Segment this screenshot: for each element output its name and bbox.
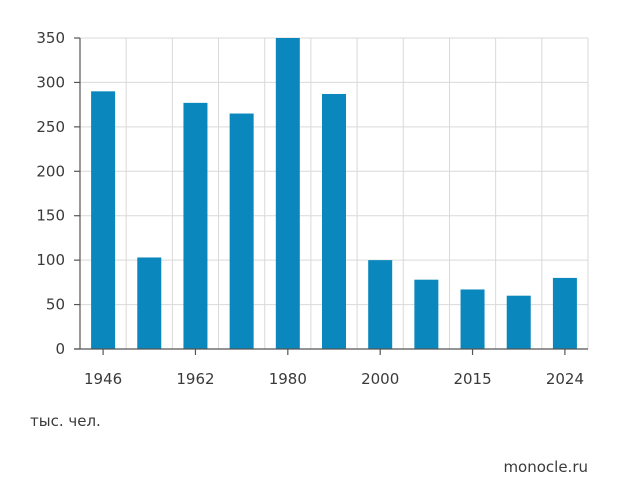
y-tick-label: 200 [36, 162, 65, 180]
x-tick-label: 1962 [176, 370, 214, 388]
bar-1980 [275, 38, 300, 349]
bar-2020 [506, 295, 531, 349]
y-tick-label: 300 [36, 73, 65, 91]
x-tick-label: 2024 [546, 370, 584, 388]
x-axis-tick-labels: 1946 1962 1980 2000 2015 2024 [84, 370, 584, 388]
y-tick-label: 150 [36, 207, 65, 225]
x-tick-label: 2000 [361, 370, 399, 388]
bar-1990 [322, 93, 346, 349]
bar-2000 [368, 260, 393, 349]
source-label: monocle.ru [503, 458, 588, 476]
chart-axes [74, 37, 588, 355]
y-tick-label: 350 [36, 29, 65, 47]
x-tick-label: 1946 [84, 370, 122, 388]
bar-2008 [414, 279, 439, 349]
x-tick-label: 1980 [269, 370, 307, 388]
bar-1970 [229, 113, 254, 350]
bar-2024 [552, 277, 577, 349]
x-tick-label: 2015 [453, 370, 491, 388]
bar-1954 [137, 257, 162, 349]
y-tick-label: 250 [36, 118, 65, 136]
bar-1946 [91, 91, 116, 350]
y-tick-label: 50 [46, 296, 65, 314]
chart-bars [91, 38, 577, 350]
unit-label: тыс. чел. [30, 412, 101, 430]
y-axis-tick-labels: 0 50 100 150 200 250 300 350 [36, 29, 65, 358]
y-tick-label: 100 [36, 251, 65, 269]
y-tick-label: 0 [55, 340, 65, 358]
bar-1962 [183, 102, 208, 349]
bar-2015 [460, 289, 485, 349]
